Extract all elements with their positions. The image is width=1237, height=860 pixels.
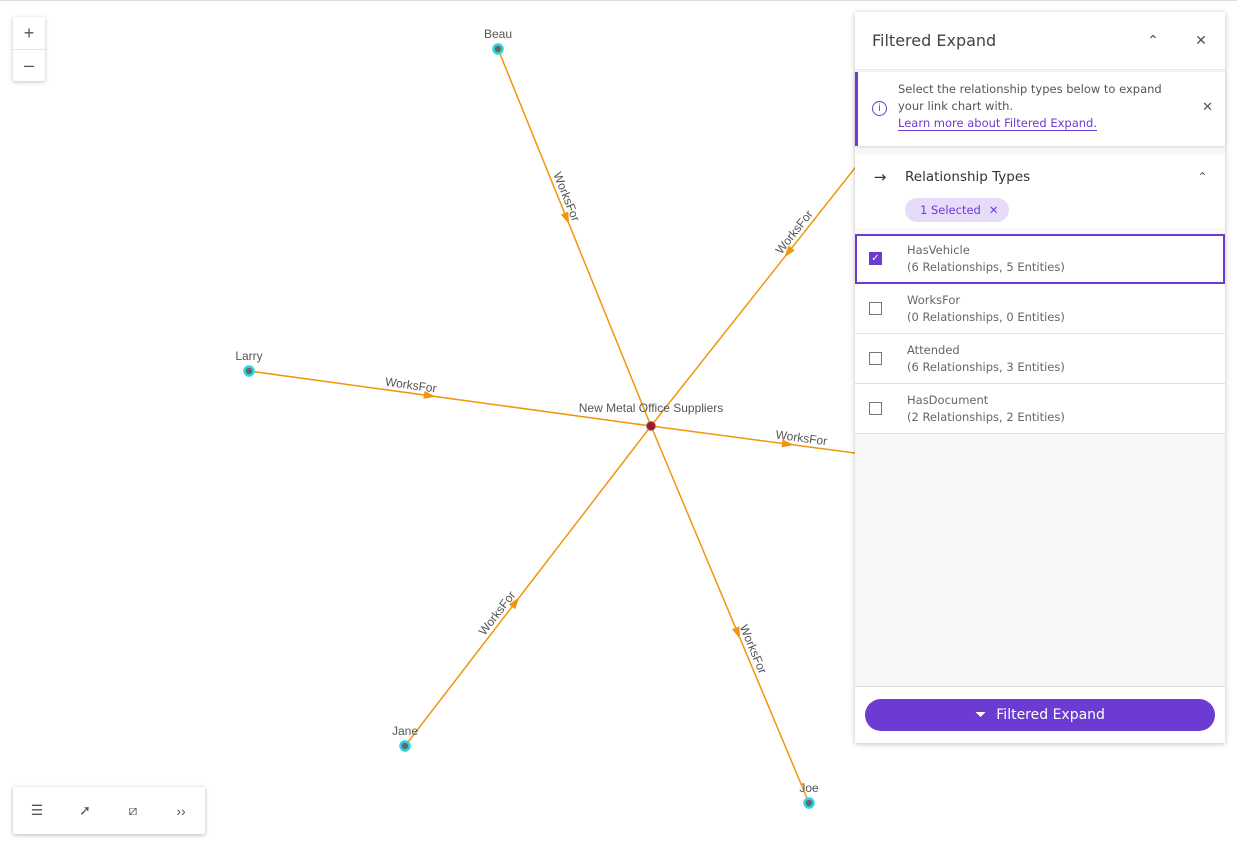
chip-clear-icon[interactable]: ✕ bbox=[988, 203, 999, 217]
relationship-item[interactable]: Attended (6 Relationships, 3 Entities) bbox=[855, 334, 1225, 384]
panel-title: Filtered Expand bbox=[872, 31, 997, 50]
checkbox[interactable] bbox=[869, 302, 882, 315]
chip-label: 1 Selected bbox=[920, 203, 981, 217]
arrow-right-icon: → bbox=[873, 167, 887, 186]
entity-node[interactable] bbox=[492, 43, 504, 55]
section-title: Relationship Types bbox=[905, 168, 1031, 185]
item-detail: (0 Relationships, 0 Entities) bbox=[907, 310, 1065, 324]
edge-arrow bbox=[731, 626, 741, 639]
node-label: Larry bbox=[235, 349, 262, 363]
notice-text: Select the relationship types below to e… bbox=[898, 82, 1162, 113]
entity-node[interactable] bbox=[243, 365, 255, 377]
close-icon[interactable]: ✕ bbox=[1195, 32, 1207, 49]
zoom-out-button[interactable]: – bbox=[13, 49, 45, 81]
layout-icon[interactable]: ⧄ bbox=[128, 802, 138, 818]
edge-label: WorksFor bbox=[737, 623, 770, 676]
zoom-controls: + – bbox=[13, 17, 45, 81]
edge-label: WorksFor bbox=[384, 375, 437, 396]
info-icon: i bbox=[872, 101, 887, 116]
item-name: WorksFor bbox=[907, 293, 961, 307]
entity-node[interactable] bbox=[399, 740, 411, 752]
item-name: HasVehicle bbox=[907, 243, 970, 257]
filter-icon: ⏷ bbox=[975, 707, 987, 723]
info-notice: i Select the relationship types below to… bbox=[855, 72, 1225, 146]
learn-more-link[interactable]: Learn more about Filtered Expand. bbox=[898, 116, 1097, 131]
checkbox[interactable] bbox=[869, 352, 882, 365]
relationship-item[interactable]: ✓ HasVehicle (6 Relationships, 5 Entities) bbox=[855, 234, 1225, 284]
edge[interactable] bbox=[497, 48, 652, 427]
edge[interactable] bbox=[650, 425, 810, 804]
collapse-icon[interactable]: ⌃ bbox=[1147, 32, 1159, 49]
center-node[interactable] bbox=[646, 421, 656, 431]
notice-close-icon[interactable]: ✕ bbox=[1202, 100, 1213, 115]
item-detail: (2 Relationships, 2 Entities) bbox=[907, 410, 1065, 424]
item-name: HasDocument bbox=[907, 393, 989, 407]
relationship-types-header[interactable]: → Relationship Types ⌃ bbox=[855, 155, 1225, 198]
edge-arrow bbox=[508, 597, 520, 610]
edge-arrow bbox=[560, 211, 570, 225]
item-detail: (6 Relationships, 3 Entities) bbox=[907, 360, 1065, 374]
item-detail: (6 Relationships, 5 Entities) bbox=[907, 260, 1065, 274]
checkbox[interactable] bbox=[869, 402, 882, 415]
node-label: Jane bbox=[392, 724, 418, 738]
edge-arrow bbox=[423, 390, 436, 399]
entity-node[interactable] bbox=[803, 797, 815, 809]
edge-arrow bbox=[784, 245, 795, 258]
relationship-item[interactable]: HasDocument (2 Relationships, 2 Entities) bbox=[855, 384, 1225, 434]
selected-chip[interactable]: 1 Selected ✕ bbox=[905, 198, 1010, 222]
edge[interactable] bbox=[404, 425, 652, 747]
node-label: Joe bbox=[799, 781, 819, 795]
item-name: Attended bbox=[907, 343, 960, 357]
center-node-label: New Metal Office Suppliers bbox=[579, 401, 724, 415]
select-icon[interactable]: ➚ bbox=[79, 802, 91, 818]
edge[interactable] bbox=[248, 370, 652, 427]
filtered-expand-panel: Filtered Expand ⌃ ✕ i Select the relatio… bbox=[855, 12, 1225, 743]
chevron-up-icon[interactable]: ⌃ bbox=[1197, 169, 1208, 184]
node-label: Beau bbox=[484, 27, 512, 41]
filtered-expand-button[interactable]: ⏷ Filtered Expand bbox=[865, 699, 1215, 731]
edge-label: WorksFor bbox=[773, 207, 816, 256]
edge-label: WorksFor bbox=[775, 428, 828, 449]
list-icon[interactable]: ☰ bbox=[30, 802, 44, 818]
zoom-in-button[interactable]: + bbox=[23, 22, 35, 43]
bottom-toolbar: ☰ ➚ ⧄ ›› bbox=[13, 787, 205, 834]
edge-arrow bbox=[781, 439, 794, 448]
relationship-item[interactable]: WorksFor (0 Relationships, 0 Entities) bbox=[855, 284, 1225, 334]
expand-chevrons-icon[interactable]: ›› bbox=[176, 802, 186, 819]
button-label: Filtered Expand bbox=[996, 707, 1105, 723]
checkbox[interactable]: ✓ bbox=[869, 252, 882, 265]
edge-label: WorksFor bbox=[476, 588, 519, 638]
